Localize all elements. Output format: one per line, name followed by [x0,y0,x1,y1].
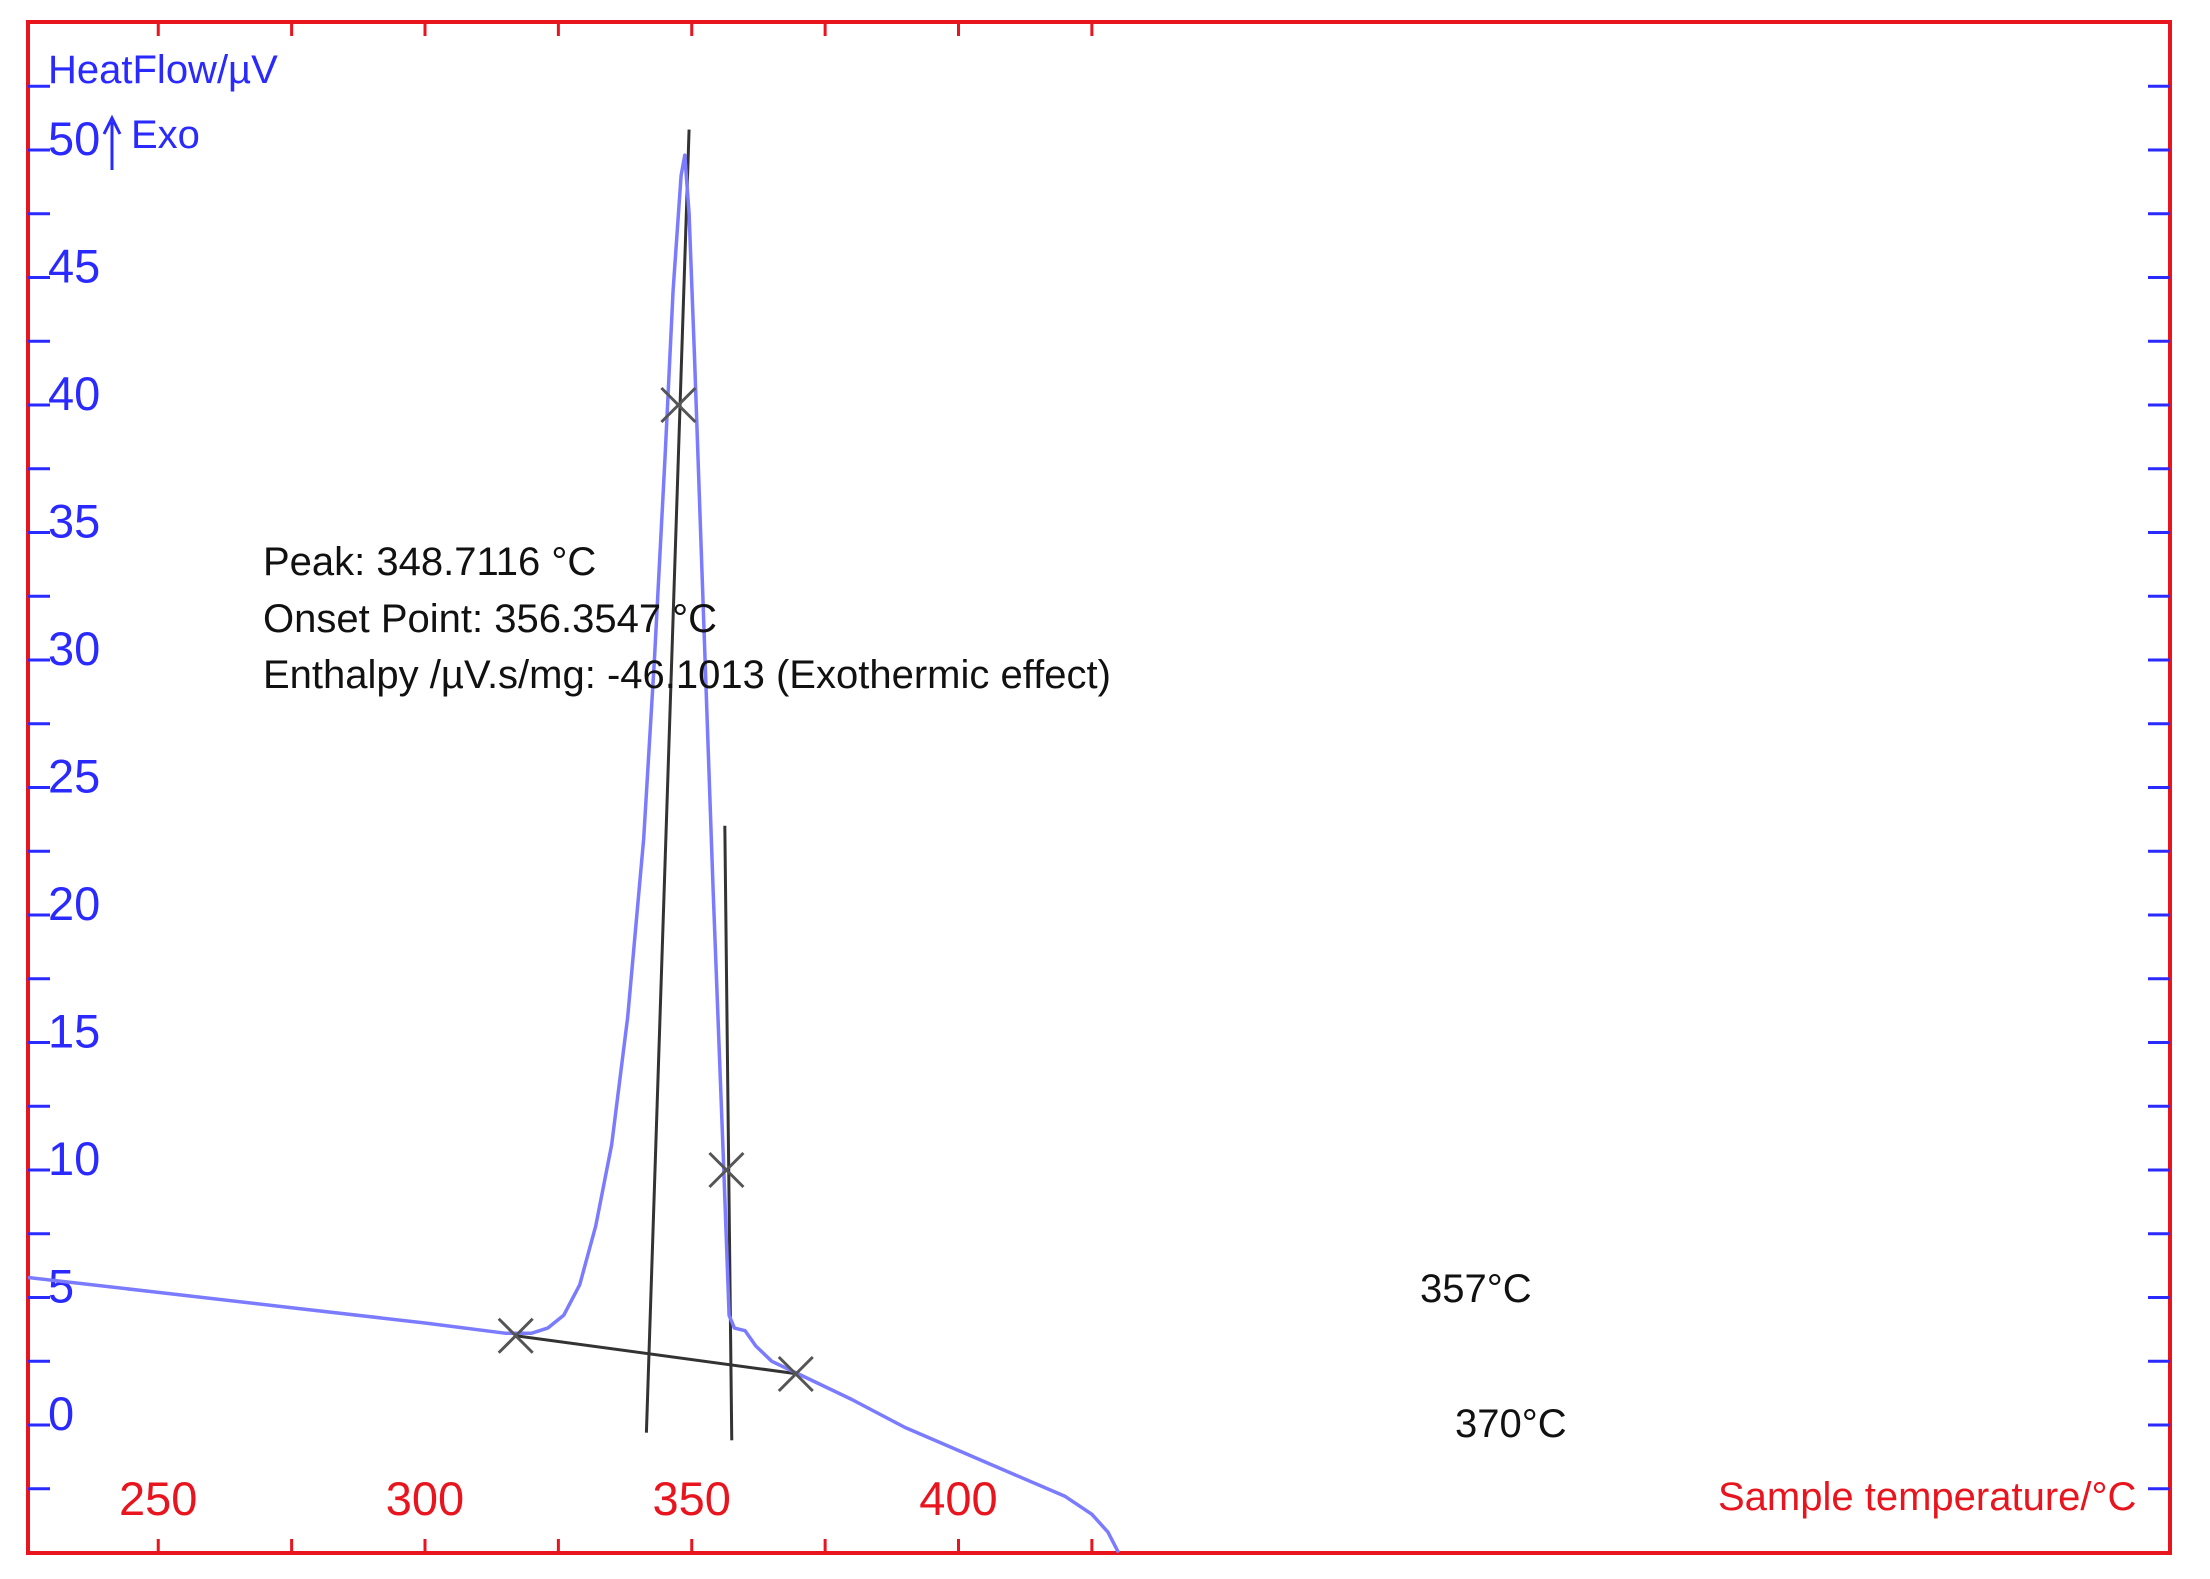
y-tick-label: 35 [48,495,100,548]
annotation-onset: Onset Point: 356.3547 °C [263,597,717,641]
heatflow-curve-layer [28,153,1121,1553]
x-tick-label: 300 [386,1472,464,1525]
y-tick-labels: 0 5 10 15 20 25 30 35 40 45 50 [48,112,100,1440]
y-tick-label: 50 [48,112,100,165]
construction-marker [497,1317,534,1354]
construction-lines [515,129,799,1441]
construction-marker [660,386,697,424]
construction-line [723,825,734,1441]
y-tick-label: 10 [48,1132,100,1185]
y-tick-label: 0 [48,1387,74,1440]
x-tick-label: 400 [919,1472,997,1525]
x-tick-labels: 150200250300350400 [119,1472,998,1525]
y-tick-label: 15 [48,1005,100,1058]
construction-marker [777,1355,814,1393]
y-tick-label: 25 [48,750,100,803]
annotation-370: 370°C [1455,1402,1567,1446]
y-tick-label: 5 [48,1260,74,1313]
axis-ticks [28,22,2170,1553]
annotation-357: 357°C [1420,1267,1532,1311]
x-tick-label: 250 [119,1472,197,1525]
y-tick-label: 45 [48,240,100,293]
x-tick-label: 350 [653,1472,731,1525]
heatflow-curve [28,153,1121,1553]
construction-marker [708,1151,745,1189]
y-axis-label: HeatFlow/µV [48,48,278,92]
exo-arrow-icon [102,114,122,170]
x-axis-label: Sample temperature/°C [1718,1475,2136,1519]
annotation-enthalpy: Enthalpy /µV.s/mg: -46.1013 (Exothermic … [263,653,1111,697]
y-tick-label: 30 [48,622,100,675]
annotation-peak: Peak: 348.7116 °C [263,540,596,584]
exo-label: Exo [131,113,200,157]
construction-line [515,1334,799,1376]
y-tick-label: 20 [48,877,100,930]
construction-line [644,129,691,1433]
construction-markers [497,386,814,1393]
y-tick-label: 40 [48,367,100,420]
